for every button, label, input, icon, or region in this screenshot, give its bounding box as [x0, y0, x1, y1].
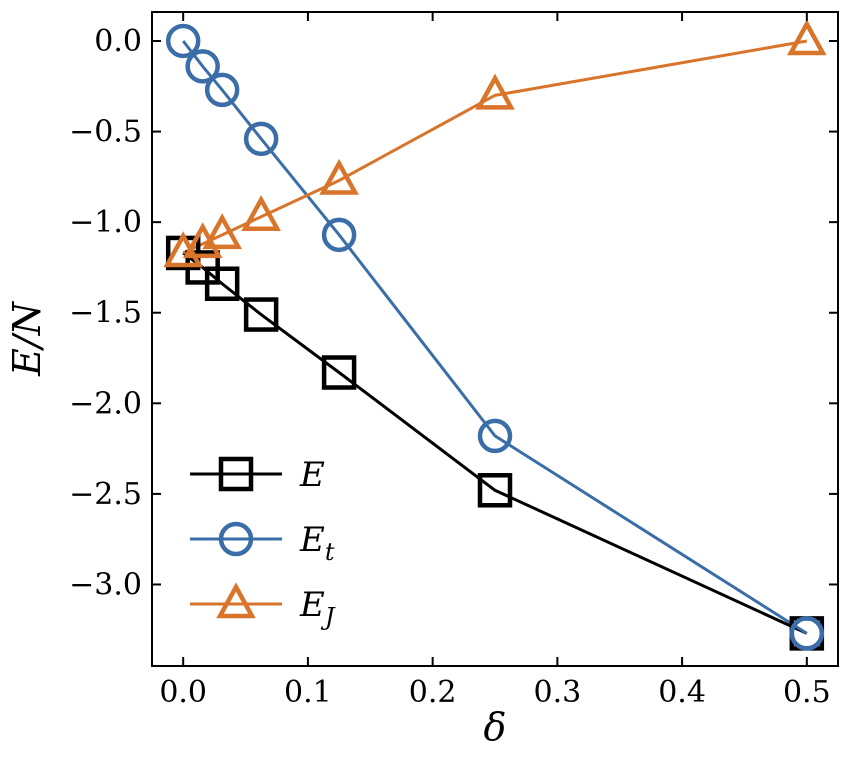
legend-label-subscript: t: [325, 538, 335, 566]
plot-frame: [151, 11, 839, 667]
legend-marker-e: [218, 456, 254, 492]
data-point-e-t-6: [789, 616, 825, 651]
series-line-e-t: [181, 40, 808, 635]
data-point-e-t-4: [321, 217, 357, 253]
legend-label-main: E: [299, 585, 325, 625]
y-tick-label: −2.5: [69, 477, 142, 512]
x-tick-label: 0.4: [658, 675, 706, 710]
data-point-e-j-3: [241, 195, 281, 231]
legend-label-main: E: [299, 455, 325, 495]
data-point-e-4: [321, 355, 357, 390]
y-axis-label: E/N: [5, 300, 49, 377]
data-point-e-t-5: [477, 418, 513, 454]
data-point-e-j-2: [202, 213, 242, 250]
legend-marker-e-j: [216, 582, 256, 619]
series-line-e: [182, 251, 808, 635]
y-tick-label: −2.0: [69, 386, 142, 421]
data-point-e-j-5: [475, 73, 515, 110]
y-tick-label: −1.5: [69, 296, 142, 331]
data-point-e-j-4: [319, 158, 359, 195]
legend-label-e-t: Et: [299, 520, 335, 566]
legend-label-e: E: [299, 455, 325, 495]
data-point-e-t-1: [185, 49, 220, 84]
data-point-e-2: [204, 266, 240, 301]
x-tick-label: 0.1: [284, 675, 332, 710]
data-point-e-t-3: [243, 121, 279, 157]
x-tick-label: 0.0: [159, 675, 207, 710]
y-tick-label: 0.0: [94, 24, 142, 59]
axes-ticks: 0.0 0.1 0.2 0.3 0.4 0.5 0.0 −0.5 −1.0 −1.5 −2.0 −2.…: [69, 12, 838, 710]
data-point-e-t-2: [204, 72, 240, 108]
data-point-e-5: [477, 473, 513, 508]
x-tick-label: 0.5: [783, 675, 831, 710]
data-point-e-t-0: [165, 23, 201, 59]
y-tick-label: −3.0: [69, 567, 142, 602]
plot-area: [163, 19, 827, 651]
y-tick-label: −1.0: [69, 205, 142, 240]
data-point-e-j-6: [787, 19, 827, 56]
data-point-e-3: [243, 297, 279, 332]
x-tick-label: 0.3: [534, 675, 582, 710]
series-line-e-j: [182, 39, 808, 255]
y-tick-label: −0.5: [69, 115, 142, 150]
x-axis-label: δ: [484, 705, 507, 749]
legend-marker-e-t: [218, 521, 254, 557]
legend-label-main: E: [299, 520, 325, 560]
x-tick-label: 0.2: [409, 675, 457, 710]
legend-label-e-j: EJ: [299, 585, 336, 631]
